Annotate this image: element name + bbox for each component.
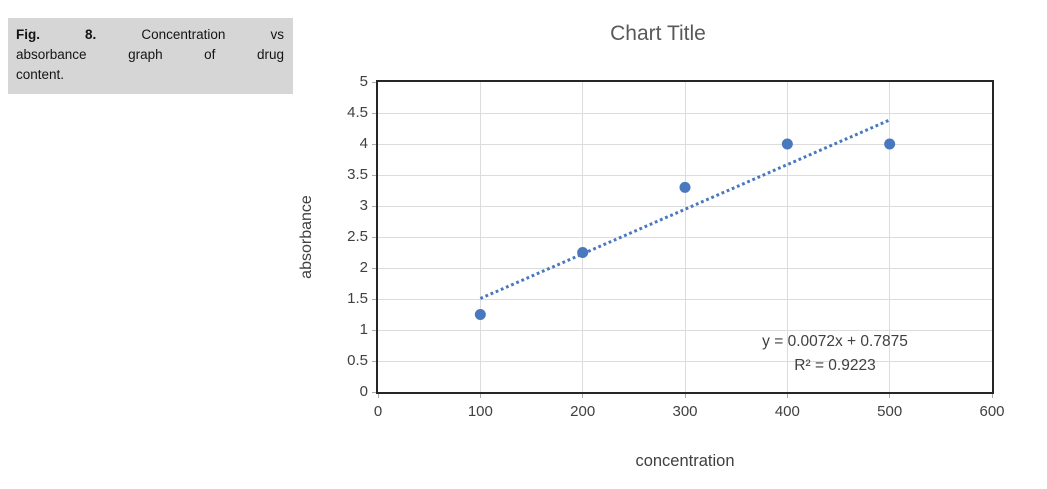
y-axis-tick xyxy=(372,81,376,83)
figure-caption: Fig. 8. Concentration vs absorbance grap… xyxy=(8,18,293,94)
y-tick-label: 3 xyxy=(359,197,368,214)
y-axis-tick xyxy=(372,236,376,238)
gridline-vertical xyxy=(479,82,481,392)
y-tick-label: 4.5 xyxy=(347,104,368,121)
y-tick-label: 0 xyxy=(359,383,368,400)
y-axis-tick xyxy=(372,112,376,114)
x-axis-tick xyxy=(684,394,686,398)
caption-word: vs xyxy=(270,27,284,42)
y-axis-tick xyxy=(372,360,376,362)
y-axis-title: absorbance xyxy=(298,195,315,279)
y-axis-tick xyxy=(372,205,376,207)
y-axis-tick xyxy=(372,329,376,331)
y-tick-label: 1 xyxy=(359,321,368,338)
gridline-vertical xyxy=(582,82,584,392)
y-axis-tick xyxy=(372,298,376,300)
gridline-vertical xyxy=(684,82,686,392)
y-tick-label: 3.5 xyxy=(347,166,368,183)
data-point xyxy=(474,309,486,320)
x-axis-tick xyxy=(582,394,584,398)
caption-line-1: Fig. 8. Concentration vs xyxy=(16,25,284,45)
caption-word: drug xyxy=(256,47,284,62)
caption-word: absorbance xyxy=(16,47,87,62)
y-tick-label: 4 xyxy=(359,135,368,152)
figure-number: 8. xyxy=(85,27,97,42)
caption-line-3: content. xyxy=(16,67,65,82)
caption-line-2: absorbance graph of drug xyxy=(16,45,284,65)
data-point xyxy=(884,138,896,150)
y-tick-label: 2 xyxy=(359,259,368,276)
x-axis-tick xyxy=(377,394,379,398)
caption-word: graph xyxy=(128,47,163,62)
x-axis-tick xyxy=(889,394,891,398)
y-tick-label: 5 xyxy=(359,73,368,90)
caption-word: of xyxy=(204,47,216,62)
chart-title: Chart Title xyxy=(610,22,706,45)
r-squared-text: R² = 0.9223 xyxy=(794,357,876,374)
x-tick-label: 500 xyxy=(877,403,903,420)
trendline xyxy=(479,118,891,300)
x-axis-title: concentration xyxy=(635,452,735,470)
x-axis-tick xyxy=(991,394,993,398)
data-point xyxy=(577,247,589,258)
y-axis-tick xyxy=(372,267,376,269)
x-tick-label: 0 xyxy=(373,403,383,420)
data-point xyxy=(679,181,691,193)
equation-text: y = 0.0072x + 0.7875 xyxy=(762,333,908,350)
x-axis-tick xyxy=(479,394,481,398)
gridline-vertical xyxy=(786,82,788,392)
x-axis-tick xyxy=(786,394,788,398)
y-axis-tick xyxy=(372,143,376,145)
x-tick-label: 200 xyxy=(570,403,596,420)
x-tick-label: 600 xyxy=(979,403,1005,420)
data-point xyxy=(781,138,793,150)
x-tick-label: 400 xyxy=(774,403,800,420)
x-tick-label: 300 xyxy=(672,403,698,420)
x-tick-label: 100 xyxy=(467,403,493,420)
y-tick-label: 1.5 xyxy=(347,290,368,307)
y-axis-tick xyxy=(372,174,376,176)
y-axis-tick xyxy=(372,391,376,393)
plot-area-border xyxy=(376,80,994,394)
y-tick-label: 0.5 xyxy=(347,352,368,369)
gridline-vertical xyxy=(889,82,891,392)
figure-label: Fig. xyxy=(16,27,40,42)
trendline-annotation: y = 0.0072x + 0.7875 R² = 0.9223 xyxy=(715,330,955,378)
caption-word: Concentration xyxy=(141,27,226,42)
y-tick-label: 2.5 xyxy=(347,228,368,245)
